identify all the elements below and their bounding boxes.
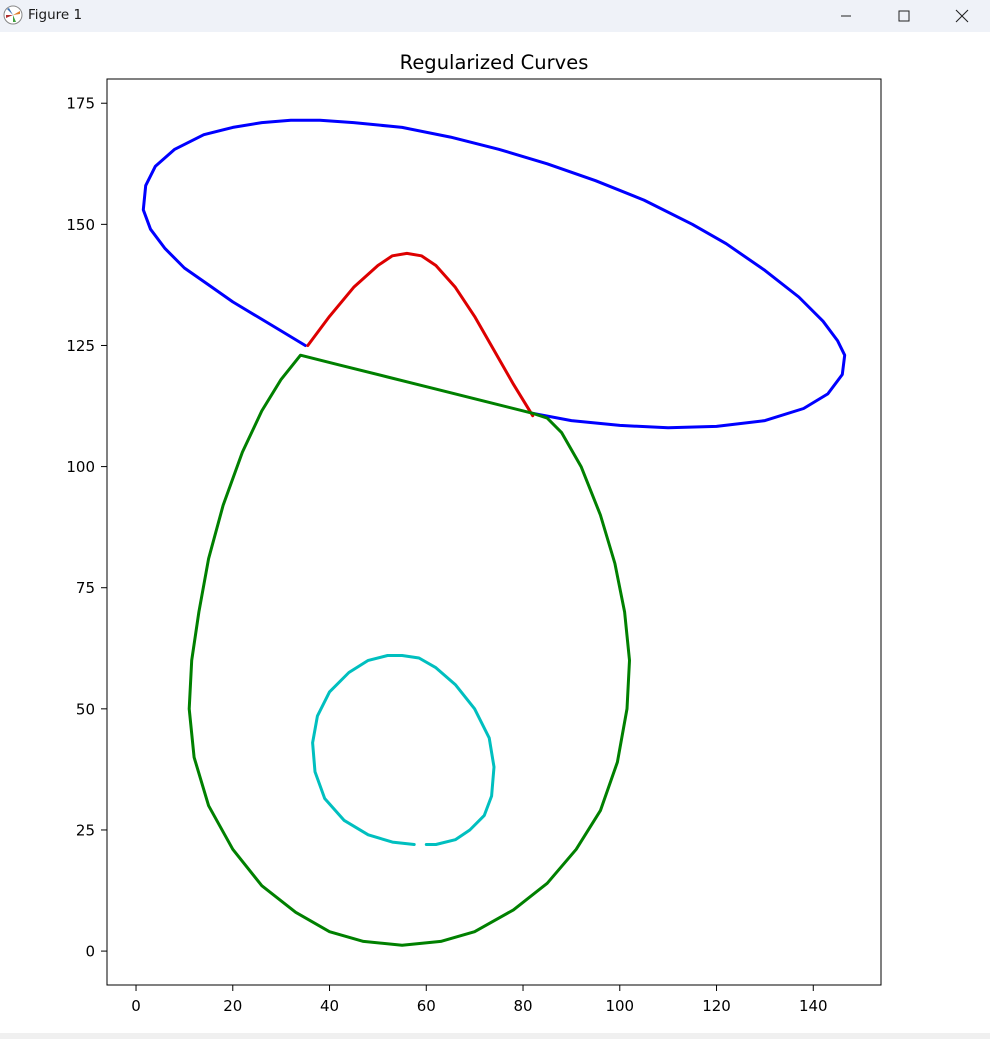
y-tick-label: 175 — [66, 95, 95, 113]
title-bar: Figure 1 — [0, 0, 990, 32]
y-axis: 0 25 50 75 100 125 150 175 — [66, 95, 107, 961]
y-tick-label: 75 — [76, 579, 95, 597]
y-tick-label: 100 — [66, 458, 95, 476]
window-title: Figure 1 — [28, 7, 83, 23]
series-ellipse — [141, 118, 847, 430]
series-arch — [306, 251, 535, 418]
close-button[interactable] — [933, 0, 990, 32]
y-tick-label: 50 — [76, 700, 95, 718]
close-icon — [955, 9, 969, 23]
x-tick-label: 20 — [223, 997, 242, 1015]
y-tick-label: 0 — [85, 943, 95, 961]
x-tick-label: 60 — [417, 997, 436, 1015]
series-teardrop — [187, 353, 631, 947]
x-tick-label: 120 — [702, 997, 731, 1015]
series-circle — [311, 654, 496, 846]
status-strip — [0, 1033, 990, 1039]
figure-canvas: Regularized Curves 0 20 40 60 80 100 120 140 0 2… — [0, 32, 990, 1033]
matplotlib-icon — [3, 5, 23, 25]
minimize-button[interactable] — [817, 0, 875, 32]
axes-frame — [106, 78, 882, 986]
maximize-icon — [898, 10, 910, 22]
x-tick-label: 100 — [605, 997, 634, 1015]
x-tick-label: 40 — [320, 997, 339, 1015]
y-tick-label: 125 — [66, 337, 95, 355]
minimize-icon — [841, 15, 851, 17]
chart-title: Regularized Curves — [400, 51, 589, 74]
x-axis: 0 20 40 60 80 100 120 140 — [131, 985, 828, 1015]
x-tick-label: 80 — [513, 997, 532, 1015]
y-tick-label: 25 — [76, 821, 95, 839]
y-tick-label: 150 — [66, 216, 95, 234]
series-layer — [141, 118, 847, 947]
chart: Regularized Curves 0 20 40 60 80 100 120 140 0 2… — [66, 51, 882, 1015]
maximize-button[interactable] — [875, 0, 933, 32]
x-tick-label: 0 — [131, 997, 141, 1015]
x-tick-label: 140 — [799, 997, 828, 1015]
